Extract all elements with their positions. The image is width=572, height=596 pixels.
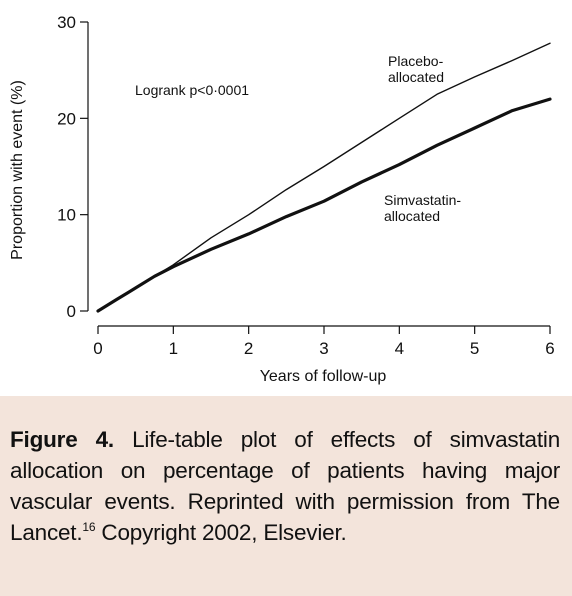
placebo-label-line1: Placebo- — [388, 53, 444, 69]
logrank-annotation: Logrank p<0·0001 — [135, 82, 249, 98]
chart-axes — [87, 22, 550, 327]
simvastatin-label-line1: Simvastatin- — [384, 192, 461, 208]
placebo-label-line2: allocated — [388, 69, 444, 85]
x-tick-label: 4 — [395, 339, 404, 358]
series-line-simvastatin — [96, 97, 552, 313]
x-tick-label: 6 — [545, 339, 554, 358]
x-tick-label: 1 — [169, 339, 178, 358]
y-tick-label: 10 — [57, 206, 76, 225]
y-tick-label: 30 — [57, 13, 76, 32]
caption-copyright: Copyright 2002, Elsevier. — [95, 520, 347, 545]
y-tick-label: 0 — [67, 302, 76, 321]
chart-series — [96, 42, 552, 313]
x-tick-label: 0 — [93, 339, 102, 358]
chart-area: 0 10 20 30 0 1 2 3 4 5 6 Proportion with event (%)… — [9, 13, 555, 385]
figure-caption: Figure 4. Life-table plot of effects of … — [0, 396, 572, 596]
x-tick-label: 5 — [470, 339, 479, 358]
chart-ticks: 0 10 20 30 0 1 2 3 4 5 6 — [57, 13, 555, 358]
y-tick-label: 20 — [57, 109, 76, 128]
x-tick-label: 3 — [319, 339, 328, 358]
caption-text: Figure 4. Life-table plot of effects of … — [10, 424, 560, 548]
y-axis-label: Proportion with event (%) — [9, 80, 26, 260]
caption-body: Life-table plot of effects of simvastati… — [10, 427, 561, 545]
x-tick-label: 2 — [244, 339, 253, 358]
x-axis-label: Years of follow-up — [260, 368, 387, 385]
life-table-chart: 0 10 20 30 0 1 2 3 4 5 6 Proportion with event (%)… — [9, 13, 555, 385]
caption-reference: 16 — [82, 520, 96, 534]
caption-label: Figure 4. — [10, 427, 114, 452]
simvastatin-label-line2: allocated — [384, 208, 440, 224]
